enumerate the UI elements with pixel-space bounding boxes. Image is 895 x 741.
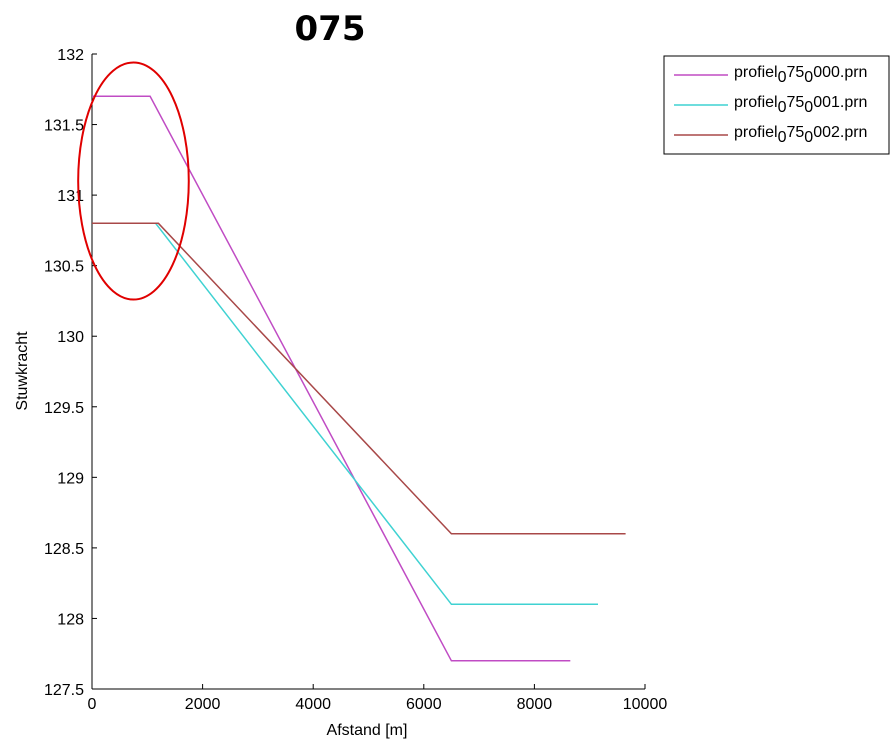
legend-label-3: profiel0750002.prn <box>734 124 867 146</box>
legend-label-2: profiel0750001.prn <box>734 94 867 116</box>
y-tick-label: 131.5 <box>44 118 84 135</box>
y-axis-label: Stuwkracht <box>14 331 31 411</box>
plot-area: 0 2000 4000 6000 8000 10000 127.5 128 128.5 129 12… <box>44 47 667 713</box>
y-tick-label: 127.5 <box>44 682 84 699</box>
x-tick-label: 0 <box>88 696 97 713</box>
y-tick-label: 129 <box>57 470 84 487</box>
x-tick-label: 4000 <box>295 696 331 713</box>
highlight-ellipse <box>77 61 190 301</box>
y-tick-label: 129.5 <box>44 400 84 417</box>
series-line-3 <box>92 222 626 535</box>
y-tick-label: 130.5 <box>44 259 84 276</box>
x-tick-label: 6000 <box>406 696 442 713</box>
x-axis-label: Afstand [m] <box>327 722 408 739</box>
legend-label-1: profiel0750000.prn <box>734 64 867 86</box>
y-tick-label: 131 <box>57 188 84 205</box>
x-tick-label: 2000 <box>185 696 221 713</box>
y-tick-label: 128.5 <box>44 541 84 558</box>
x-tick-label: 8000 <box>517 696 553 713</box>
y-tick-label: 130 <box>57 329 84 346</box>
legend: profiel0750000.prn profiel0750001.prn prof… <box>663 55 890 155</box>
y-tick-label: 128 <box>57 611 84 628</box>
x-tick-label: 10000 <box>623 696 668 713</box>
y-tick-label: 132 <box>57 47 84 64</box>
series-line-2 <box>92 222 598 606</box>
chart-title: 075 <box>295 9 366 49</box>
series-line-1 <box>92 95 571 662</box>
